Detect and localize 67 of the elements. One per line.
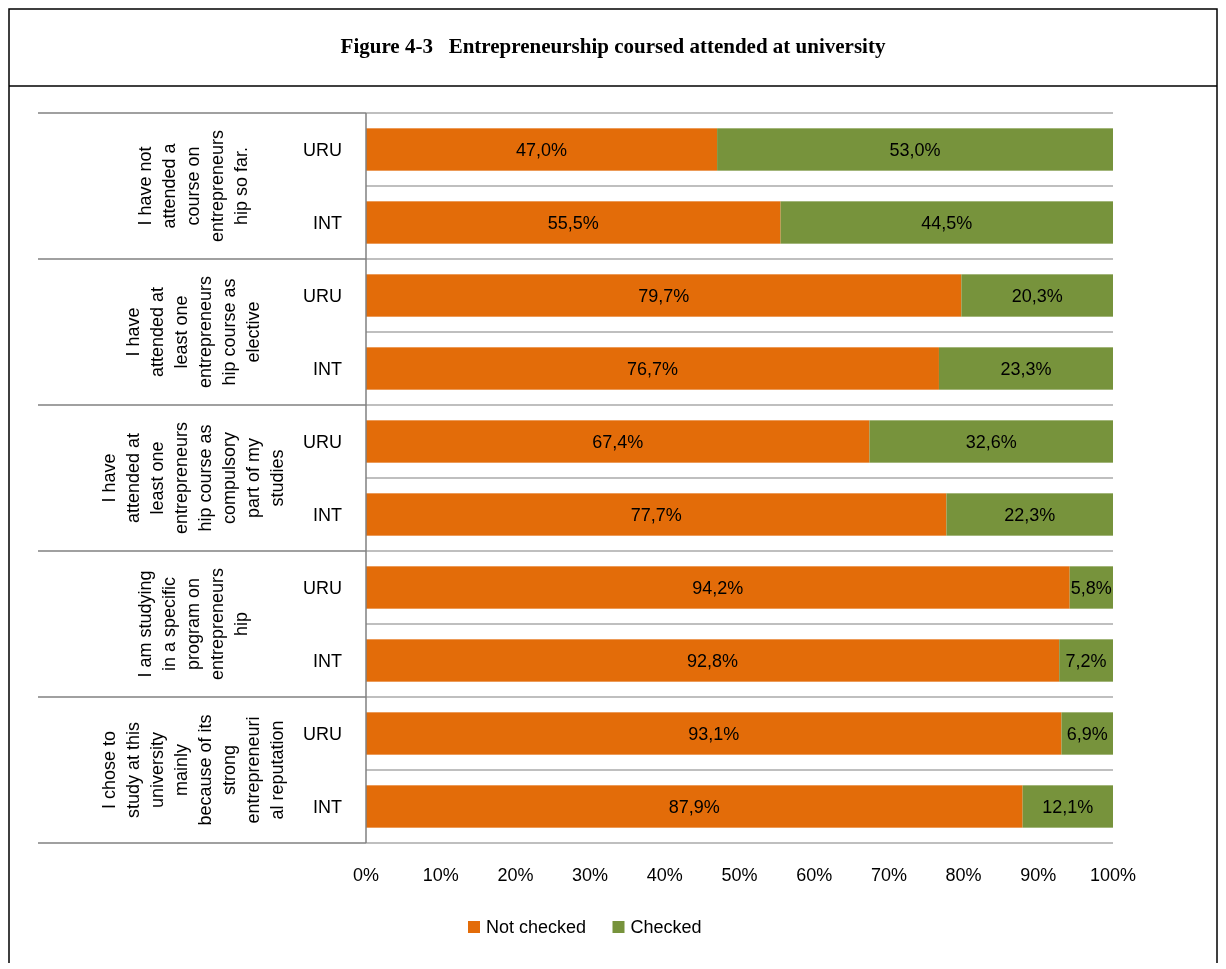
data-label: 53,0% <box>889 139 941 160</box>
data-label: 87,9% <box>668 796 720 817</box>
x-tick-label: 0% <box>352 865 380 885</box>
y-tick-label: INT <box>313 796 342 817</box>
data-label: 47,0% <box>516 139 568 160</box>
bar <box>961 274 1113 317</box>
bar <box>366 566 1070 609</box>
data-label: 93,1% <box>688 723 740 744</box>
bar <box>366 493 947 536</box>
x-tick-label: 70% <box>870 865 907 885</box>
bar <box>366 785 1023 828</box>
bar <box>717 128 1113 171</box>
data-label: 44,5% <box>921 212 973 233</box>
x-tick-label: 50% <box>721 865 758 885</box>
bar <box>366 128 718 171</box>
text: I am studying in a specific program on entrepreneurs hip <box>135 567 252 681</box>
text: I have not attended a course on entrepreneurs hip so far. <box>135 129 252 243</box>
data-label: 55,5% <box>547 212 599 233</box>
x-tick-label: 40% <box>646 865 683 885</box>
bar <box>366 201 781 244</box>
data-label: 32,6% <box>965 431 1017 452</box>
data-label: 12,1% <box>1042 796 1094 817</box>
data-label: 92,8% <box>687 650 739 671</box>
bar <box>946 493 1113 536</box>
x-tick-label: 20% <box>497 865 534 885</box>
bar <box>366 347 939 390</box>
data-label: 76,7% <box>626 358 678 379</box>
bar <box>938 347 1113 390</box>
text: I chose to study at this university mainly because of its strong entrepreneuri al reputation <box>99 714 288 826</box>
y-tick-label: URU <box>303 431 342 452</box>
y-tick-label: URU <box>303 139 342 160</box>
y-tick-label: URU <box>303 577 342 598</box>
legend-label: Checked <box>630 917 702 938</box>
data-label: 67,4% <box>592 431 644 452</box>
x-tick-label: 60% <box>796 865 833 885</box>
y-tick-label: INT <box>313 504 342 525</box>
legend-label: Not checked <box>486 917 587 938</box>
bar <box>780 201 1113 244</box>
x-tick-label: 30% <box>572 865 609 885</box>
chart-title: Figure 4-3 Entrepreneurship coursed attended at university <box>340 34 886 58</box>
x-tick-label: 80% <box>945 865 982 885</box>
y-tick-label: URU <box>303 723 342 744</box>
bar <box>366 712 1062 755</box>
x-tick-label: 100% <box>1089 865 1137 885</box>
data-label: 23,3% <box>1000 358 1052 379</box>
y-tick-label: INT <box>313 212 342 233</box>
bar <box>869 420 1113 463</box>
y-tick-label: INT <box>313 358 342 379</box>
bar <box>366 639 1060 682</box>
data-label: 22,3% <box>1004 504 1056 525</box>
data-label: 94,2% <box>692 577 744 598</box>
text: I have attended at least one entrepreneurs hip course as compulsory part of my studies <box>99 421 288 535</box>
data-label: 20,3% <box>1011 285 1063 306</box>
bar <box>1059 639 1113 682</box>
data-label: 7,2% <box>1065 650 1107 671</box>
data-label: 77,7% <box>630 504 682 525</box>
x-tick-label: 10% <box>422 865 459 885</box>
x-tick-label: 90% <box>1020 865 1057 885</box>
bar <box>366 274 962 317</box>
data-label: 79,7% <box>638 285 690 306</box>
data-label: 6,9% <box>1066 723 1108 744</box>
bar <box>366 420 870 463</box>
y-tick-label: URU <box>303 285 342 306</box>
data-label: 5,8% <box>1070 577 1112 598</box>
text: I have attended at least one entrepreneurs hip course as elective <box>123 275 264 389</box>
bar <box>1022 785 1113 828</box>
y-tick-label: INT <box>313 650 342 671</box>
